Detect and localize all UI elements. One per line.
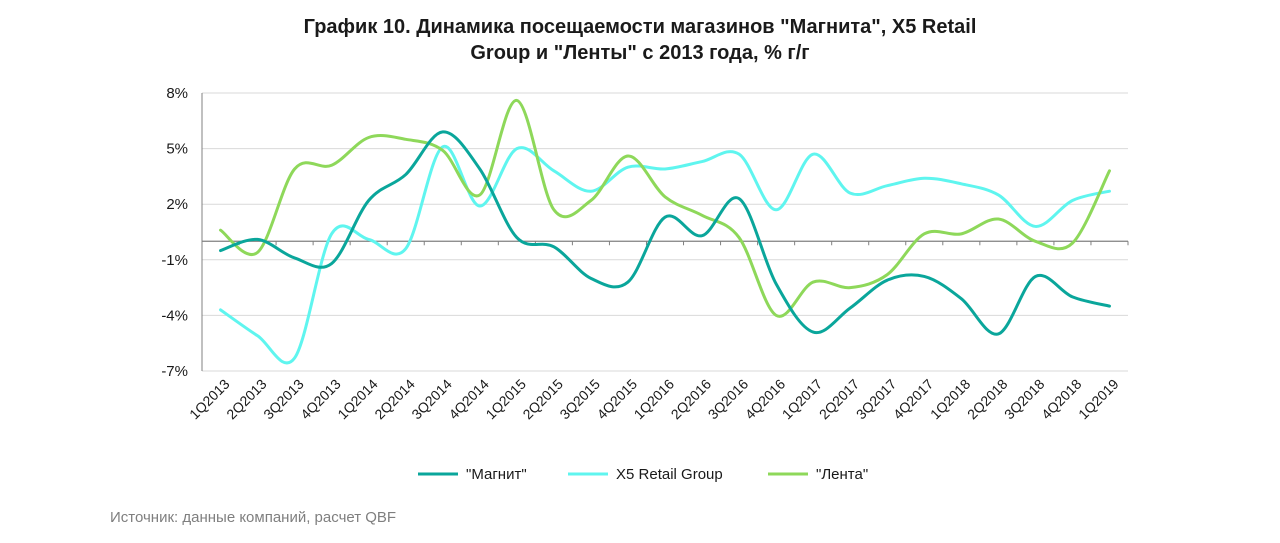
x-tick-label: 1Q2018 xyxy=(927,376,974,423)
x-tick-label: 2Q2014 xyxy=(371,376,418,423)
x-tick-label: 3Q2014 xyxy=(408,376,455,423)
x-tick-label: 3Q2018 xyxy=(1001,376,1048,423)
x-tick-label: 3Q2017 xyxy=(853,376,900,423)
chart-title-line-2: Group и "Ленты" с 2013 года, % г/г xyxy=(470,42,810,64)
x-tick-label: 1Q2013 xyxy=(186,376,233,423)
y-tick-label: -1% xyxy=(161,252,188,269)
x-tick-label: 2Q2017 xyxy=(816,376,863,423)
y-tick-label: 8% xyxy=(166,85,188,102)
x-tick-label: 3Q2013 xyxy=(260,376,307,423)
x-tick-label: 2Q2016 xyxy=(668,376,715,423)
x-axis-ticks: 1Q20132Q20133Q20134Q20131Q20142Q20143Q20… xyxy=(186,376,1122,423)
series-line-lenta xyxy=(219,98,1111,318)
x-tick-label: 4Q2013 xyxy=(297,376,344,423)
y-axis-ticks: -7% -4% -1% 2% 5% 8% xyxy=(161,85,188,380)
x-tick-label: 4Q2014 xyxy=(445,376,492,423)
series-line-x5 xyxy=(219,145,1111,365)
legend: "Магнит" X5 Retail Group "Лента" xyxy=(418,466,868,483)
legend-label-magnit: "Магнит" xyxy=(466,466,527,483)
source-note: Источник: данные компаний, расчет QBF xyxy=(110,509,397,526)
x-tick-label: 1Q2017 xyxy=(779,376,826,423)
x-tick-label: 2Q2015 xyxy=(519,376,566,423)
chart-title-line-1: График 10. Динамика посещаемости магазин… xyxy=(303,16,977,38)
series-lines xyxy=(219,98,1111,365)
y-tick-label: 5% xyxy=(166,141,188,158)
y-tick-label: 2% xyxy=(166,196,188,213)
x-tick-label: 1Q2016 xyxy=(631,376,678,423)
x-tick-label: 4Q2016 xyxy=(742,376,789,423)
x-tick-label: 1Q2014 xyxy=(334,376,381,423)
x-tick-label: 2Q2018 xyxy=(964,376,1011,423)
x-tick-label: 4Q2018 xyxy=(1038,376,1085,423)
gridlines xyxy=(202,92,1128,372)
axes xyxy=(201,93,1129,371)
x-tick-label: 3Q2016 xyxy=(705,376,752,423)
y-tick-label: -4% xyxy=(161,307,188,324)
series-line-magnit xyxy=(219,130,1111,336)
x-tick-label: 1Q2015 xyxy=(482,376,529,423)
legend-label-x5: X5 Retail Group xyxy=(616,466,723,483)
legend-label-lenta: "Лента" xyxy=(816,466,868,483)
x-tick-label: 4Q2015 xyxy=(594,376,641,423)
x-tick-label: 2Q2013 xyxy=(223,376,270,423)
y-tick-label: -7% xyxy=(161,363,188,380)
chart-title: График 10. Динамика посещаемости магазин… xyxy=(0,14,1280,66)
x-tick-label: 3Q2015 xyxy=(556,376,603,423)
x-tick-label: 4Q2017 xyxy=(890,376,937,423)
x-tick-label: 1Q2019 xyxy=(1075,376,1122,423)
